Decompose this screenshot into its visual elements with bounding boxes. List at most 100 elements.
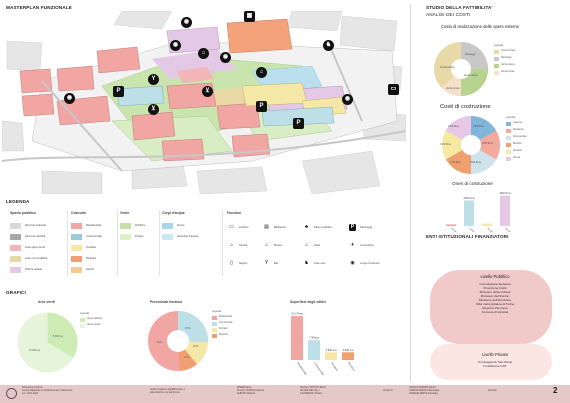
meeting-place-icon: ◉ [342,94,353,105]
legend-item: Commerciale [513,136,527,138]
park-icon: ♣ [304,224,309,230]
shop-icon: ⊻ [148,104,159,115]
ente-item: Regione Piemonte [482,306,508,310]
legend-item: Servizi [86,268,95,271]
legend-item: Scuola [513,157,521,159]
coworking-icon: ✈ [350,242,355,248]
legend-swatch [212,334,217,338]
legend-swatch [80,324,85,328]
pie-slice-label: 1500 €/mq [470,162,481,164]
legend-item: Hotel [314,244,321,247]
enti-title: ENTI ISTITUZIONALI FINANZIATORI [426,234,509,239]
ente-item: Città metropolitana di Torino [475,302,515,306]
legend-swatch [10,245,21,251]
bar [446,224,456,226]
legend-item: Residenziale [86,224,102,227]
ente-item: Protezione Civile [483,286,507,290]
legend-swatch [212,322,217,326]
footer-col-7: Funzioni [488,390,497,392]
legend-item: Percorsi carrabili [25,235,46,238]
legend-swatch [120,223,131,229]
aree-verdi-title: Aree verdi [38,300,55,304]
legend-item: Verde privato [87,324,101,326]
legend-item: Piazza urbana [25,268,43,271]
legend-item: Residenziale [219,316,233,318]
museum-icon: ⌂ [198,48,209,59]
pie-slice-label: Arredo urbano [440,67,455,69]
bar-category-label: Scuola [504,228,511,232]
pie-slice-label: Verde privato [446,88,460,90]
museum-icon: ⌂ [264,242,269,248]
meeting-place-icon: ◉ [220,52,231,63]
bar-value-label: 7 300mq [309,336,320,340]
legend-item: Privato [135,235,144,238]
legend-swatch [212,328,217,332]
perc-pie [148,311,209,371]
legend-item: Parcheggi [360,226,373,229]
bar-category-label: Terziario [330,361,339,372]
legend-item: Ricettivo [219,334,228,336]
legend-item: Pubblico [135,224,146,227]
study-title: STUDIO DELLA FATTIBILITA' [426,5,493,10]
legend-item: Terziario [513,150,522,152]
meeting-place-icon: ◉ [181,17,192,28]
legend-swatch [10,234,21,240]
ente-item: Fondazione CRT [483,364,507,368]
meeting-place-icon: ◉ [170,40,181,51]
legend-swatch [80,318,85,322]
dog-area-icon: ♞ [323,40,334,51]
masterplan-title: MASTERPLAN FUNZIONALE [6,5,72,10]
pie-slice-label: Verde urbano [464,75,478,77]
livello-pubblico-list: Commissione Europea Protezione Civile Mi… [445,282,545,314]
pie-slice-label: 25 % [185,328,191,330]
pie-slice-label: Parcheggi [465,54,476,56]
bar-category-label: Terziario [486,227,495,232]
bar-value-label: 16 170mq [291,312,303,316]
pie-slice-label: 5 000 mq [53,336,63,338]
legend-swatch [494,50,499,54]
archive-icon: ▭ [388,84,399,95]
school-icon: ⌂ [229,242,234,248]
legend-item: Verde privato [501,71,515,73]
pie-slice-label: 1300 €/mq [448,126,459,128]
legend-item: Parcheggi [501,57,512,59]
legend-item: Biblioteca [274,226,286,229]
pie-slice-label: 49 % [157,342,163,344]
pie-slice-label: 10 % [184,357,190,359]
legend-acqua-title: Corpi d'acqua [162,211,185,215]
bar [308,340,320,360]
page-number: 2 [553,386,558,395]
legend-item: Archivio [239,226,249,229]
legend-item: Scuola [239,244,248,247]
legend-item: Verde urbano [501,64,515,66]
legend-item: Negozi [239,262,248,265]
legend-item: Arredo urbano [501,50,516,52]
legend-item: Commerciale [86,235,102,238]
legend-item: Terziario [86,246,97,249]
legend-funzioni-title: Funzioni [227,211,241,215]
legend-swatch [71,223,82,229]
legend-item: Residenze [513,129,524,131]
meeting-place-icon: ◉ [350,260,355,266]
bar [291,316,303,360]
legend-item: Bar [274,262,279,265]
logo-icon [6,388,17,399]
costo-pie [434,42,488,96]
pie-slice-label: 1300 €/mq [473,126,484,128]
parking-icon: P [256,101,267,112]
bar-category-label: Commerciale [313,361,325,376]
superficie-title: Superficie degli edifici [290,300,326,304]
legend-swatch [71,234,82,240]
bar [342,352,354,360]
bar-value-label: 2 840 mq [343,348,354,352]
legend-swatch [506,122,511,126]
oneri-chart: Residenziale 1260 €/mq Commerciale Terziari… [446,192,511,232]
legend-swatch [506,136,511,140]
costo-title: Costo di realizzazione delle opere ester… [441,24,519,29]
legend-item: Commerciale [219,322,233,324]
superficie-chart: 16 170mq Residenziale 7 300mq Commerciale 2 … [291,312,356,377]
bar [464,200,474,226]
bar [325,352,337,360]
bar-category-label: Residenziale [296,361,308,376]
ente-item: Commissione Europea [479,282,511,286]
